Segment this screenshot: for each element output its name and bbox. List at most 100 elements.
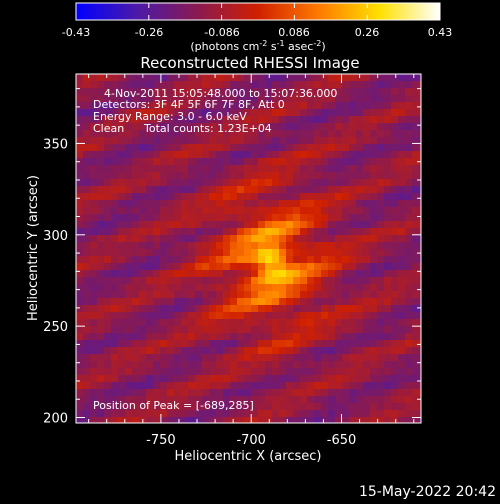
image-pixel [90, 214, 98, 222]
image-pixel [104, 214, 112, 222]
image-pixel [363, 228, 371, 236]
image-pixel [286, 95, 294, 103]
image-pixel [412, 396, 420, 404]
image-pixel [244, 235, 252, 243]
image-pixel [391, 130, 399, 138]
image-pixel [363, 207, 371, 215]
image-pixel [391, 382, 399, 390]
image-pixel [195, 417, 203, 423]
image-pixel [328, 116, 336, 124]
image-pixel [370, 291, 378, 299]
image-pixel [237, 207, 245, 215]
image-pixel [167, 249, 175, 257]
image-pixel [167, 137, 175, 145]
image-pixel [300, 123, 308, 131]
image-pixel [265, 368, 273, 376]
image-pixel [251, 368, 259, 376]
image-pixel [356, 165, 364, 173]
image-pixel [223, 256, 231, 264]
image-pixel [349, 144, 357, 152]
image-pixel [286, 354, 294, 362]
image-pixel [146, 375, 154, 383]
image-pixel [328, 193, 336, 201]
image-pixel [349, 200, 357, 208]
image-pixel [244, 123, 252, 131]
image-pixel [97, 291, 105, 299]
image-pixel [174, 109, 182, 117]
image-pixel [251, 74, 259, 82]
image-pixel [188, 361, 196, 369]
image-pixel [160, 242, 168, 250]
image-pixel [216, 88, 224, 96]
image-pixel [97, 382, 105, 390]
image-pixel [132, 305, 140, 313]
image-pixel [118, 291, 126, 299]
image-pixel [244, 193, 252, 201]
image-pixel [216, 361, 224, 369]
image-pixel [300, 102, 308, 110]
image-pixel [167, 256, 175, 264]
image-pixel [251, 193, 259, 201]
image-pixel [391, 284, 399, 292]
image-pixel [132, 74, 140, 82]
image-pixel [118, 116, 126, 124]
image-pixel [153, 354, 161, 362]
image-pixel [188, 102, 196, 110]
image-pixel [188, 326, 196, 334]
image-pixel [181, 319, 189, 327]
image-pixel [391, 312, 399, 320]
image-pixel [370, 389, 378, 397]
image-pixel [125, 263, 133, 271]
image-pixel [258, 235, 266, 243]
image-pixel [307, 207, 315, 215]
image-pixel [153, 221, 161, 229]
image-pixel [223, 228, 231, 236]
image-pixel [300, 179, 308, 187]
image-pixel [286, 410, 294, 418]
image-pixel [125, 242, 133, 250]
image-pixel [293, 270, 301, 278]
image-pixel [97, 340, 105, 348]
image-pixel [335, 410, 343, 418]
image-pixel [76, 151, 84, 159]
image-pixel [209, 333, 217, 341]
image-pixel [174, 74, 182, 82]
image-pixel [328, 305, 336, 313]
image-pixel [153, 228, 161, 236]
image-pixel [405, 193, 413, 201]
image-pixel [202, 235, 210, 243]
image-pixel [139, 368, 147, 376]
image-pixel [111, 165, 119, 173]
image-pixel [97, 200, 105, 208]
image-pixel [237, 193, 245, 201]
image-pixel [356, 130, 364, 138]
image-pixel [405, 319, 413, 327]
image-pixel [202, 242, 210, 250]
image-pixel [293, 354, 301, 362]
image-pixel [300, 242, 308, 250]
image-pixel [209, 396, 217, 404]
image-pixel [104, 417, 112, 423]
image-pixel [111, 263, 119, 271]
image-pixel [265, 193, 273, 201]
image-pixel [335, 389, 343, 397]
x-tick-labels: -750 -700 -650 [146, 433, 356, 448]
image-pixel [230, 242, 238, 250]
image-pixel [237, 144, 245, 152]
image-pixel [202, 130, 210, 138]
image-pixel [321, 249, 329, 257]
image-pixel [349, 158, 357, 166]
image-pixel [391, 179, 399, 187]
image-pixel [111, 298, 119, 306]
image-pixel [195, 151, 203, 159]
image-pixel [209, 137, 217, 145]
image-pixel [125, 277, 133, 285]
image-pixel [104, 81, 112, 89]
image-pixel [237, 102, 245, 110]
image-pixel [279, 291, 287, 299]
image-pixel [405, 151, 413, 159]
image-pixel [167, 193, 175, 201]
image-pixel [230, 179, 238, 187]
image-pixel [125, 137, 133, 145]
image-pixel [419, 123, 421, 131]
